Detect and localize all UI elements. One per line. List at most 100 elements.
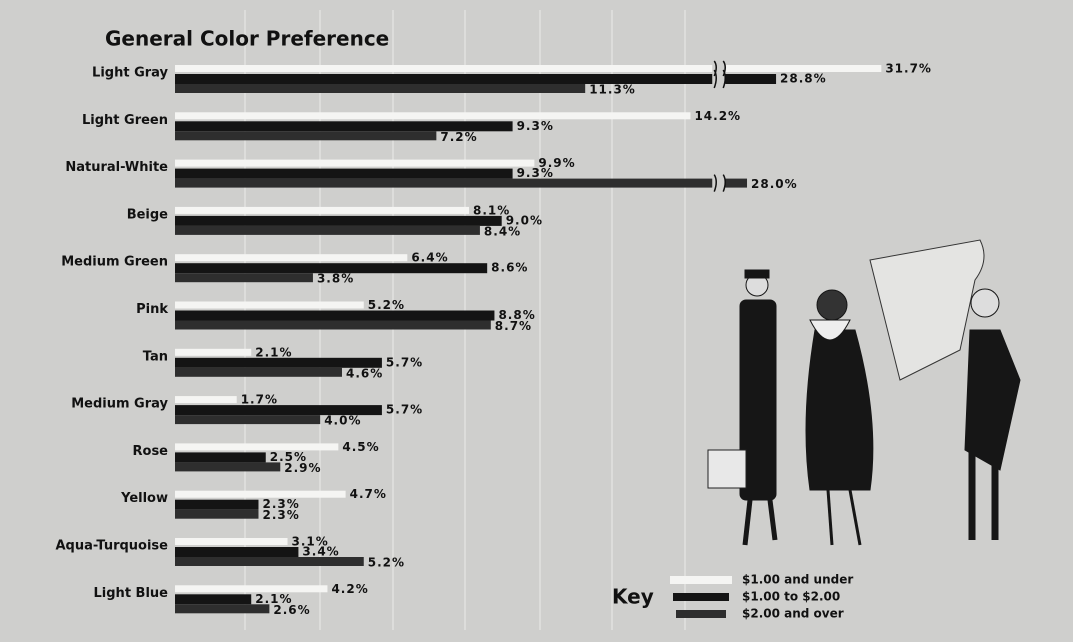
bar xyxy=(175,557,364,566)
value-label: 4.5% xyxy=(342,440,379,454)
bar xyxy=(175,131,437,141)
bar xyxy=(175,452,266,463)
value-label: 14.2% xyxy=(694,109,741,123)
value-label: 5.2% xyxy=(368,298,405,312)
value-label: 8.6% xyxy=(491,261,528,275)
bar xyxy=(175,112,691,120)
bar-continuation xyxy=(725,178,748,188)
bar xyxy=(175,509,259,519)
bar xyxy=(175,254,408,262)
value-label: 3.8% xyxy=(317,272,354,286)
y-tick-label: Rose xyxy=(133,444,169,459)
value-label: 28.8% xyxy=(780,72,827,86)
bar xyxy=(175,84,586,93)
value-label: 4.0% xyxy=(324,414,361,428)
bar-continuation xyxy=(725,74,777,84)
bar xyxy=(175,65,713,72)
y-tick-label: Pink xyxy=(136,302,168,317)
y-tick-label: Natural-White xyxy=(65,160,168,175)
value-label: 31.7% xyxy=(885,62,932,76)
bar xyxy=(175,320,491,330)
bar xyxy=(175,121,513,132)
bar xyxy=(175,357,382,368)
value-label: 9.0% xyxy=(506,213,543,227)
y-tick-label: Medium Gray xyxy=(71,397,168,412)
legend-label: $1.00 to $2.00 xyxy=(742,590,840,604)
y-tick-label: Medium Green xyxy=(61,255,168,270)
axis-break xyxy=(713,174,726,192)
axis-break xyxy=(713,69,726,89)
value-label: 2.6% xyxy=(273,603,310,617)
bar xyxy=(175,301,364,309)
y-tick-label: Light Green xyxy=(82,113,168,128)
bar xyxy=(175,178,713,188)
value-label: 8.4% xyxy=(484,224,521,238)
bar xyxy=(175,159,535,167)
bar xyxy=(175,405,382,416)
value-label: 28.0% xyxy=(751,177,798,191)
bar xyxy=(175,367,342,377)
value-label: 2.1% xyxy=(255,592,292,606)
legend-swatch xyxy=(673,593,729,601)
value-label: 2.3% xyxy=(262,497,299,511)
bar xyxy=(175,538,288,545)
bar xyxy=(175,490,346,498)
legend-swatch xyxy=(676,610,726,618)
bar xyxy=(175,225,480,235)
value-label: 6.4% xyxy=(411,251,448,265)
legend-title: Key xyxy=(612,585,654,609)
value-label: 9.3% xyxy=(517,166,554,180)
value-label: 3.1% xyxy=(292,535,329,549)
value-label: 2.5% xyxy=(270,450,307,464)
bar xyxy=(175,396,237,404)
value-label: 2.3% xyxy=(262,508,299,522)
bar xyxy=(175,263,488,274)
bar xyxy=(175,348,252,356)
value-label: 4.7% xyxy=(350,487,387,501)
bar xyxy=(175,547,299,557)
value-label: 1.7% xyxy=(241,393,278,407)
bar xyxy=(175,443,339,451)
value-label: 9.3% xyxy=(517,119,554,133)
value-label: 11.3% xyxy=(589,83,636,97)
y-tick-label: Light Gray xyxy=(92,66,168,81)
value-label: 8.8% xyxy=(498,308,535,322)
bar xyxy=(175,415,321,425)
legend-label: $1.00 and under xyxy=(742,573,853,587)
value-label: 4.2% xyxy=(331,582,368,596)
bar xyxy=(175,273,313,283)
legend-swatch xyxy=(670,576,732,584)
value-label: 2.9% xyxy=(284,461,321,475)
value-label: 4.6% xyxy=(346,366,383,380)
value-label: 5.2% xyxy=(368,556,405,570)
y-tick-label: Light Blue xyxy=(94,586,169,601)
value-label: 9.9% xyxy=(538,156,575,170)
y-tick-label: Aqua-Turquoise xyxy=(56,539,169,554)
y-tick-label: Tan xyxy=(143,349,168,364)
value-label: 2.1% xyxy=(255,345,292,359)
y-tick-label: Yellow xyxy=(120,491,168,506)
bar xyxy=(175,215,502,226)
value-label: 8.1% xyxy=(473,203,510,217)
bar xyxy=(175,206,470,214)
bar xyxy=(175,168,513,179)
bar xyxy=(175,594,252,605)
bar-continuation xyxy=(725,65,882,72)
bar xyxy=(175,74,713,84)
bar xyxy=(175,462,281,472)
bar xyxy=(175,499,259,510)
value-label: 7.2% xyxy=(440,130,477,144)
bar xyxy=(175,604,270,614)
y-tick-label: Beige xyxy=(127,207,168,222)
value-label: 5.7% xyxy=(386,355,423,369)
axis-break xyxy=(713,60,726,77)
value-label: 3.4% xyxy=(302,545,339,559)
illustration xyxy=(707,239,1021,546)
bar xyxy=(175,310,495,321)
value-label: 5.7% xyxy=(386,403,423,417)
bar xyxy=(175,585,328,593)
value-label: 8.7% xyxy=(495,319,532,333)
legend-label: $2.00 and over xyxy=(742,607,844,621)
chart-title: General Color Preference xyxy=(105,27,389,51)
